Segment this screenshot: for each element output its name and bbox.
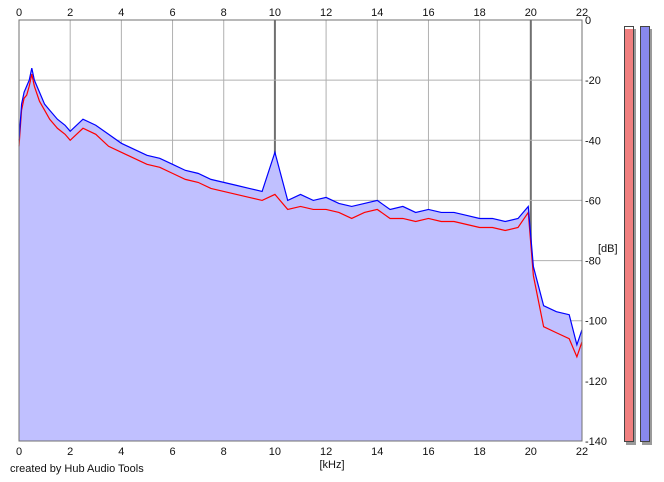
x-tick-label-top: 4	[118, 7, 124, 19]
x-tick-label-top: 2	[67, 7, 73, 19]
x-axis-label: [kHz]	[319, 459, 344, 471]
x-tick-label-bottom: 22	[576, 446, 588, 458]
left-level-meter	[624, 26, 634, 442]
x-tick-label-bottom: 18	[474, 446, 486, 458]
y-tick-label: -120	[585, 376, 607, 388]
x-tick-label-top: 16	[422, 7, 434, 19]
tick-labels: 002244668810101212141416161818202022220-…	[16, 7, 607, 458]
x-tick-label-top: 22	[576, 7, 588, 19]
y-axis-label: [dB]	[598, 243, 618, 255]
x-tick-label-bottom: 16	[422, 446, 434, 458]
y-tick-label: -100	[585, 316, 607, 328]
spectrum-area	[19, 68, 582, 441]
credit-text: created by Hub Audio Tools	[10, 463, 144, 475]
y-tick-label: -60	[585, 195, 601, 207]
x-tick-label-bottom: 0	[16, 446, 22, 458]
x-tick-label-top: 20	[525, 7, 537, 19]
x-tick-label-bottom: 2	[67, 446, 73, 458]
plot-frame	[18, 19, 583, 442]
x-tick-label-bottom: 10	[269, 446, 281, 458]
y-tick-label: -140	[585, 436, 607, 448]
x-tick-label-bottom: 12	[320, 446, 332, 458]
y-tick-label: -40	[585, 135, 601, 147]
x-tick-label-top: 12	[320, 7, 332, 19]
right-level-meter	[640, 26, 650, 442]
x-tick-label-top: 14	[371, 7, 383, 19]
series-line-blue	[18, 67, 583, 347]
series-line-red	[18, 74, 583, 359]
x-tick-label-bottom: 20	[525, 446, 537, 458]
spectrum-fill	[19, 68, 582, 441]
x-tick-label-bottom: 6	[169, 446, 175, 458]
y-tick-label: 0	[585, 15, 591, 27]
x-tick-label-top: 0	[16, 7, 22, 19]
x-tick-label-top: 6	[169, 7, 175, 19]
y-tick-label: -80	[585, 256, 601, 268]
y-tick-label: -20	[585, 75, 601, 87]
x-tick-label-bottom: 8	[221, 446, 227, 458]
x-tick-label-top: 10	[269, 7, 281, 19]
x-tick-label-top: 18	[474, 7, 486, 19]
x-tick-label-top: 8	[221, 7, 227, 19]
spectrum-lines	[18, 67, 583, 359]
x-tick-label-bottom: 14	[371, 446, 383, 458]
x-tick-label-bottom: 4	[118, 446, 124, 458]
